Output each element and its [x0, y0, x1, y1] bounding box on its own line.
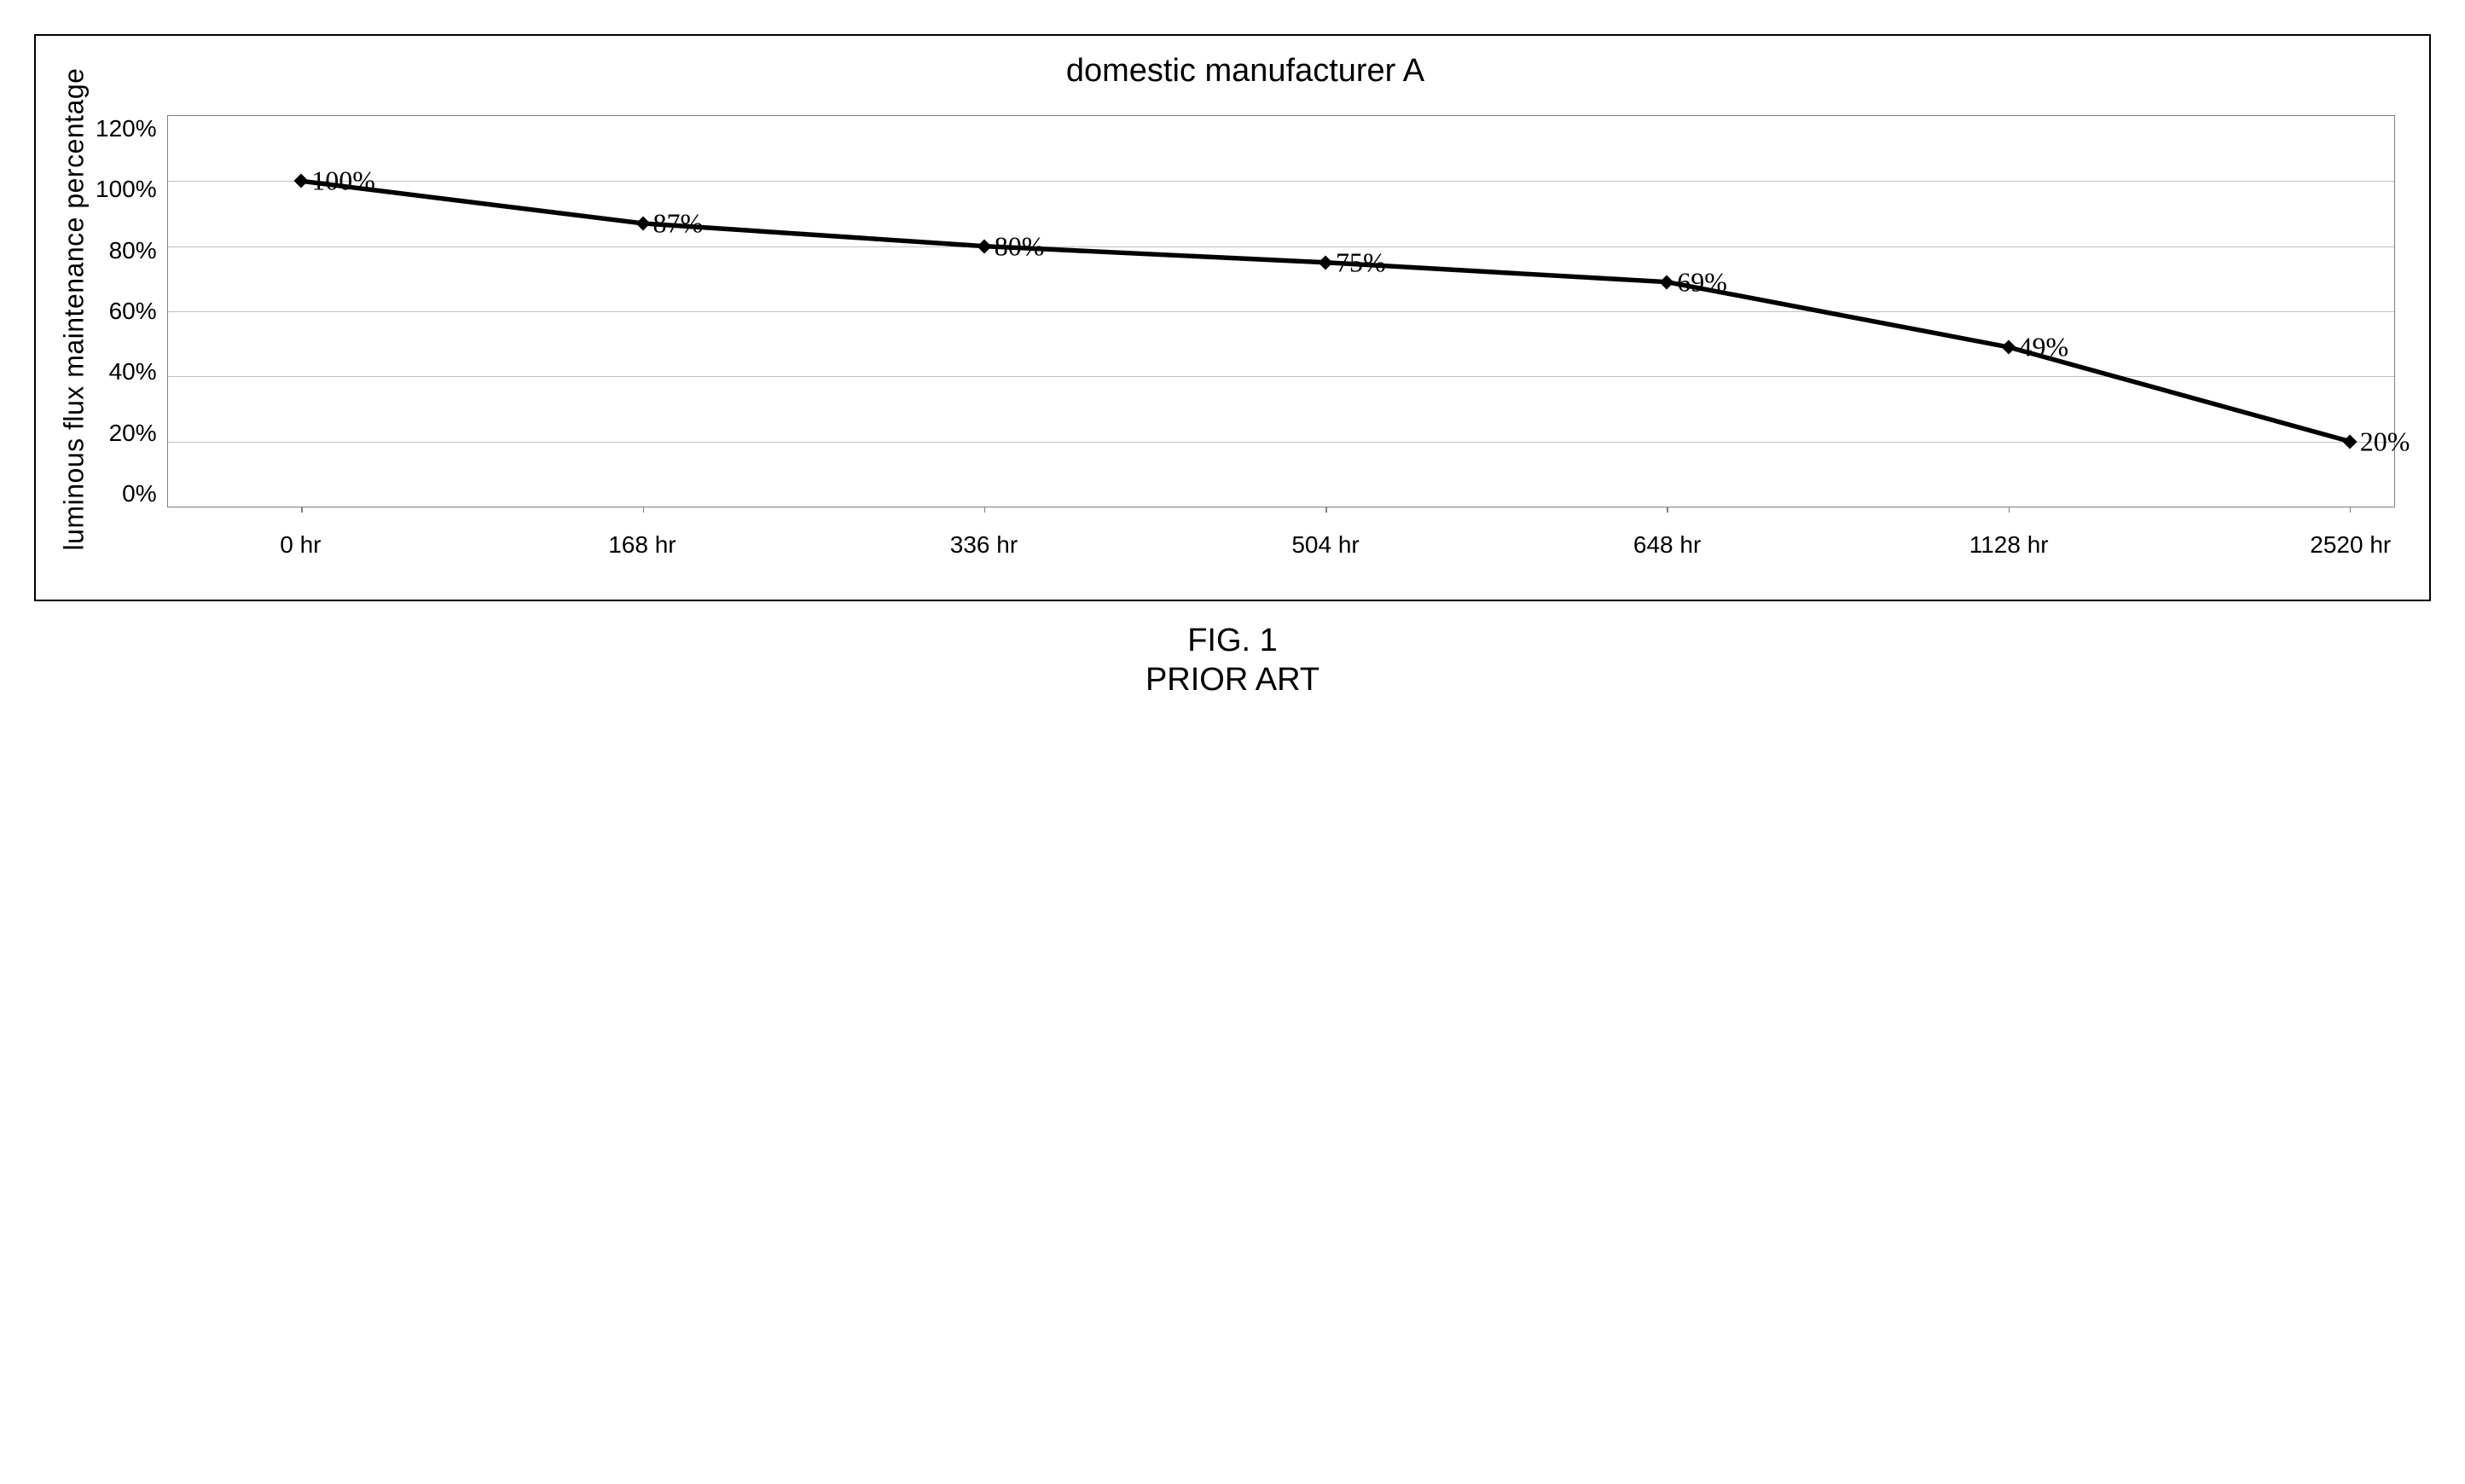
chart-main-column: domestic manufacturer A 120% 100% 80% 60% 40…	[96, 53, 2395, 565]
y-axis-label: luminous flux maintenance percentage	[59, 68, 90, 551]
x-tick-mark	[643, 507, 645, 513]
figure-prior-art: PRIOR ART	[34, 661, 2431, 700]
x-tick-label: 168 hr	[608, 531, 676, 559]
line-series-path	[301, 181, 2350, 441]
data-point-label: 20%	[2360, 426, 2410, 457]
y-axis-ticks: 120% 100% 80% 60% 40% 20% 0%	[96, 115, 167, 507]
x-tick-label: 336 hr	[950, 531, 1018, 559]
x-tick-label: 648 hr	[1633, 531, 1701, 559]
x-tick-label: 0 hr	[280, 531, 321, 559]
data-point-label: 87%	[653, 207, 704, 239]
line-series-svg	[168, 116, 2394, 507]
y-tick-label: 80%	[96, 237, 157, 264]
x-tick-label: 504 hr	[1291, 531, 1359, 559]
data-point-label: 80%	[995, 230, 1045, 262]
x-tick-mark	[2350, 507, 2352, 513]
data-point-label: 100%	[311, 165, 375, 197]
y-tick-label: 120%	[96, 115, 157, 142]
figure-captions: FIG. 1 PRIOR ART	[34, 622, 2431, 699]
chart-outer-frame: luminous flux maintenance percentage dom…	[34, 34, 2431, 601]
x-tick-mark	[2009, 507, 2010, 513]
y-tick-label: 100%	[96, 176, 157, 203]
x-tick-label: 1128 hr	[1969, 531, 2049, 559]
x-tick-mark	[984, 507, 986, 513]
data-point-label: 69%	[1677, 266, 1727, 298]
data-point-label: 75%	[1336, 246, 1386, 278]
x-tick-mark	[301, 507, 303, 513]
plot-area: 100%87%80%75%69%49%20%	[167, 115, 2395, 507]
y-axis-label-container: luminous flux maintenance percentage	[53, 53, 96, 565]
chart-title: domestic manufacturer A	[96, 53, 2395, 90]
y-tick-label: 0%	[96, 480, 157, 507]
y-tick-label: 60%	[96, 298, 157, 325]
chart-row: 120% 100% 80% 60% 40% 20% 0% 100% 87% 80% 75% 69% 4…	[96, 115, 2395, 565]
x-tick-mark	[1667, 507, 1668, 513]
x-tick-mark	[1325, 507, 1327, 513]
x-axis-ticks: 0 hr 168 hr 336 hr 504 hr 648 hr 1128 hr 2520 …	[167, 531, 2395, 565]
y-tick-label: 40%	[96, 358, 157, 385]
y-tick-label: 20%	[96, 420, 157, 447]
figure-number: FIG. 1	[34, 622, 2431, 661]
plot-wrap: 100%87%80%75%69%49%20% 0 hr168 hr336 hr5…	[167, 115, 2395, 565]
x-tick-label: 2520 hr	[2310, 531, 2391, 559]
data-point-label: 49%	[2019, 331, 2069, 362]
